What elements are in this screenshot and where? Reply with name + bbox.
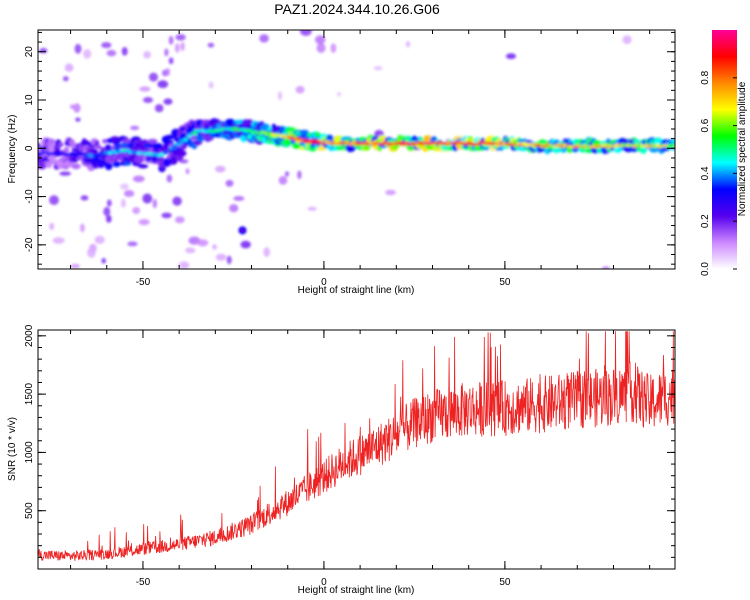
snr-x-tick-label: 50: [499, 577, 511, 588]
snr-series-line: [38, 331, 675, 561]
colorbar-tick-label: 0.6: [700, 118, 711, 132]
colorbar: 0.0 0.2 0.4 0.6 0.8 Normalized spectral ampl…: [700, 30, 748, 276]
snr-y-tick-label: 2000: [24, 324, 35, 347]
snr-y-label: SNR (10 * v/v): [7, 417, 18, 481]
spectrogram-x-tick-label: 50: [499, 277, 511, 288]
spectrogram-x-tick-label: -50: [136, 277, 151, 288]
colorbar-ticks: 0.0 0.2 0.4 0.6 0.8: [700, 70, 737, 276]
spectrogram-y-tick-label: -10: [24, 189, 35, 204]
spectrogram-panel: -50 0 50 -20 -10 0 10 20 Height of straight lin…: [7, 29, 676, 296]
snr-panel: -50 0 50 500 1000 1500 2000 Height of straight…: [7, 324, 676, 596]
colorbar-tick-label: 0.0: [700, 262, 711, 276]
spectrogram-y-tick-label: 10: [24, 94, 35, 106]
colorbar-gradient: [712, 30, 737, 269]
snr-x-tick-label: -50: [136, 577, 151, 588]
snr-x-label: Height of straight line (km): [298, 585, 415, 596]
colorbar-label: Normalized spectral amplitude: [737, 81, 748, 216]
spectrogram-y-tick-label: -20: [24, 237, 35, 252]
colorbar-tick-label: 0.8: [700, 70, 711, 84]
spectrogram-x-tick-label: 0: [321, 277, 327, 288]
snr-y-tick-label: 1000: [24, 441, 35, 464]
snr-ticks: -50 0 50 500 1000 1500 2000: [24, 324, 675, 588]
snr-y-tick-label: 1500: [24, 383, 35, 406]
snr-frame: [37, 329, 676, 570]
spectrogram-image: [38, 30, 675, 269]
spectrogram-y-tick-label: 20: [24, 46, 35, 58]
snr-y-tick-label: 500: [24, 502, 35, 519]
spectrogram-x-label: Height of straight line (km): [298, 285, 415, 296]
colorbar-tick-label: 0.4: [700, 166, 711, 180]
spectrogram-y-label: Frequency (Hz): [7, 115, 18, 184]
spectrogram-frame: [37, 29, 676, 270]
snr-x-tick-label: 0: [321, 577, 327, 588]
colorbar-tick-label: 0.2: [700, 214, 711, 228]
page-title: PAZ1.2024.344.10.26.G06: [274, 1, 440, 17]
spectrogram-ticks: -50 0 50 -20 -10 0 10 20: [24, 30, 675, 288]
spectrogram-y-tick-label: 0: [24, 145, 35, 151]
